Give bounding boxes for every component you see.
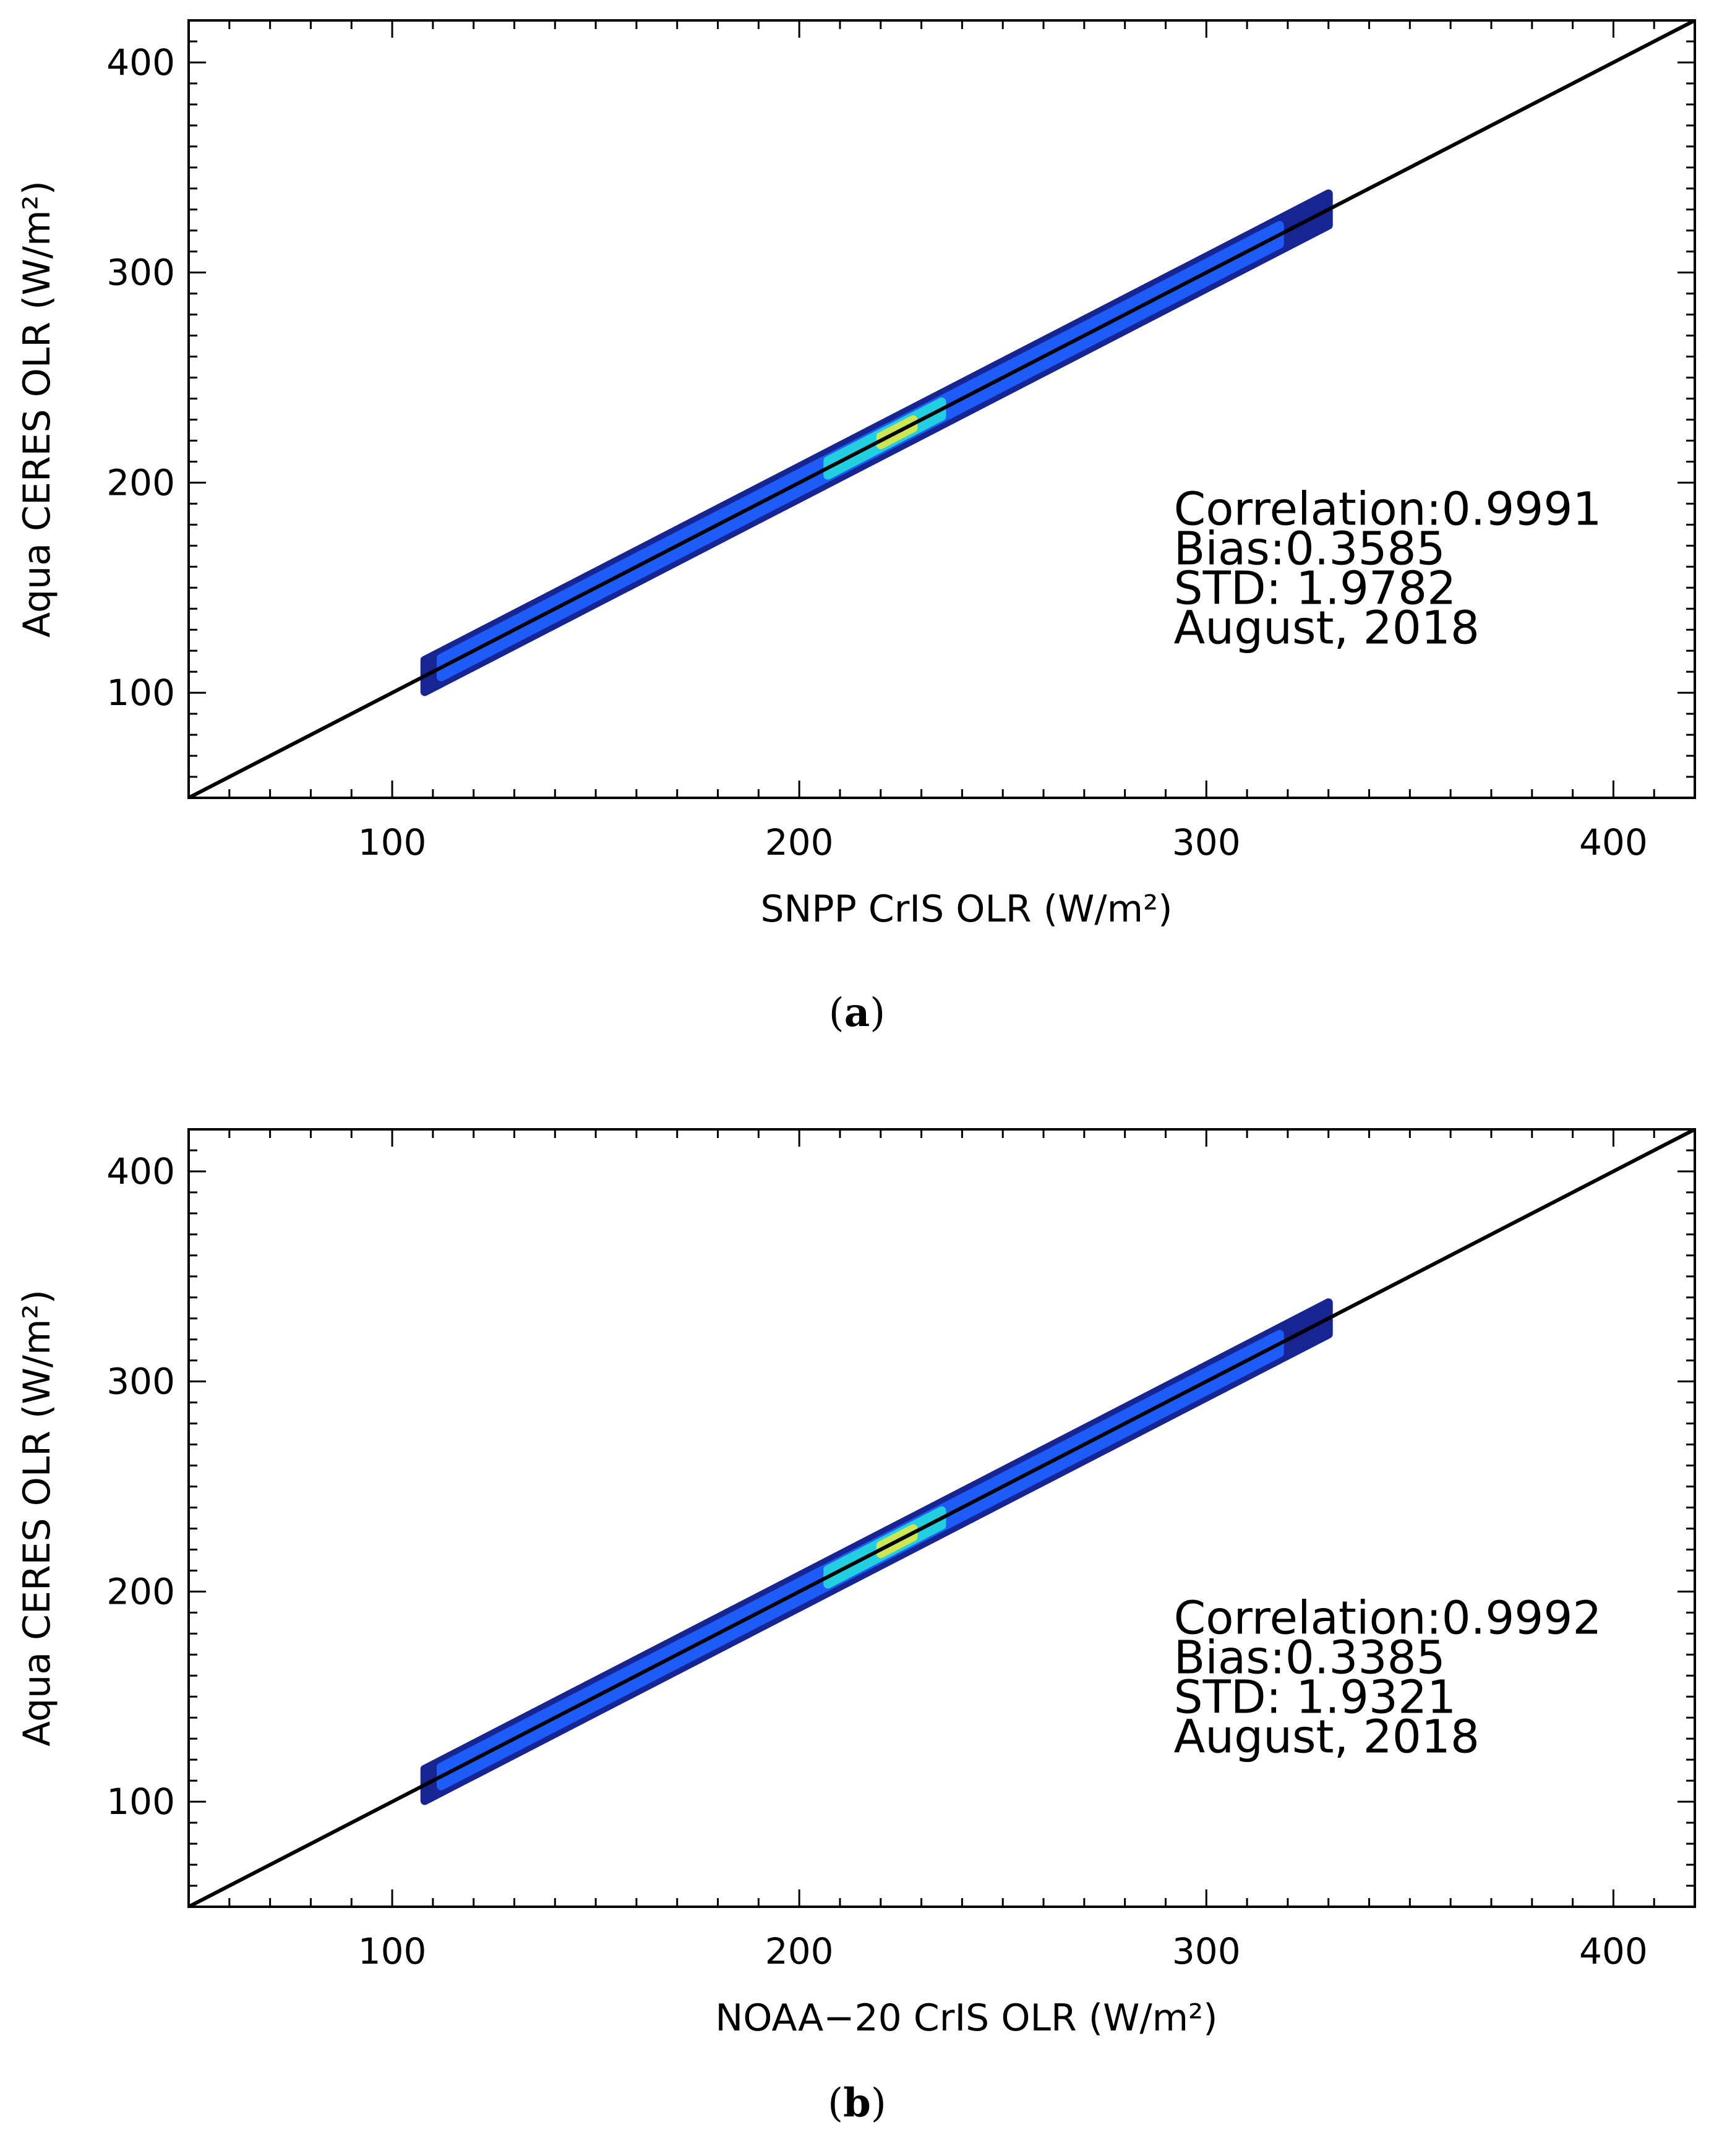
panel-a-caption: (a) [828,990,886,1036]
plot-frame [187,1128,1696,1908]
y-tick-label: 200 [106,461,175,503]
y-axis-label: Aqua CERES OLR (W/m²) [15,181,59,638]
panel-b-caption: (b) [828,2080,886,2126]
x-tick-label: 200 [765,1930,834,1972]
x-tick-label: 100 [358,1930,427,1972]
stat-correlation: Correlation:0.9992 [1174,1591,1602,1645]
stat-bias: Bias:0.3585 [1174,522,1446,575]
y-axis-label: Aqua CERES OLR (W/m²) [15,1290,59,1747]
y-tick-label: 400 [106,41,175,83]
plot-area [189,1129,1695,1907]
x-tick-label: 400 [1579,1930,1648,1972]
plot-frame [187,19,1696,799]
stat-correlation: Correlation:0.9991 [1174,482,1602,536]
x-axis-label: NOAA−20 CrIS OLR (W/m²) [715,1996,1217,2040]
plot-area [189,20,1695,798]
chart-a: 100 200 300 400 100 200 300 400 SNPP CrIS OLR (W… [15,19,1696,931]
stat-std: STD: 1.9782 [1174,562,1457,615]
stat-bias: Bias:0.3385 [1174,1631,1446,1684]
x-tick-label: 100 [358,821,427,863]
x-tick-label: 300 [1172,821,1241,863]
y-tick-label: 100 [106,672,175,714]
x-axis-label: SNPP CrIS OLR (W/m²) [760,888,1172,931]
y-tick-label: 300 [106,252,175,294]
panel-b: 100 200 300 400 100 200 300 400 NOAA−20 CrIS OLR… [0,1078,1714,2156]
one-to-one-line [189,1129,1695,1907]
y-tick-label: 200 [106,1570,175,1612]
y-tick-label: 400 [106,1150,175,1192]
chart-b: 100 200 300 400 100 200 300 400 NOAA−20 CrIS OLR… [15,1128,1696,2040]
y-tick-label: 100 [106,1781,175,1823]
y-tick-label: 300 [106,1361,175,1403]
one-to-one-line [189,20,1695,798]
x-tick-label: 300 [1172,1930,1241,1972]
x-tick-label: 400 [1579,821,1648,863]
x-tick-label: 200 [765,821,834,863]
panel-a: 100 200 300 400 100 200 300 400 SNPP CrIS OLR (W… [15,19,1696,1036]
stat-period: August, 2018 [1174,1710,1480,1763]
stat-std: STD: 1.9321 [1174,1670,1457,1724]
stat-period: August, 2018 [1174,601,1480,654]
panel-b-caption-letter: b [843,2080,871,2126]
panel-a-caption-letter: a [844,990,870,1036]
